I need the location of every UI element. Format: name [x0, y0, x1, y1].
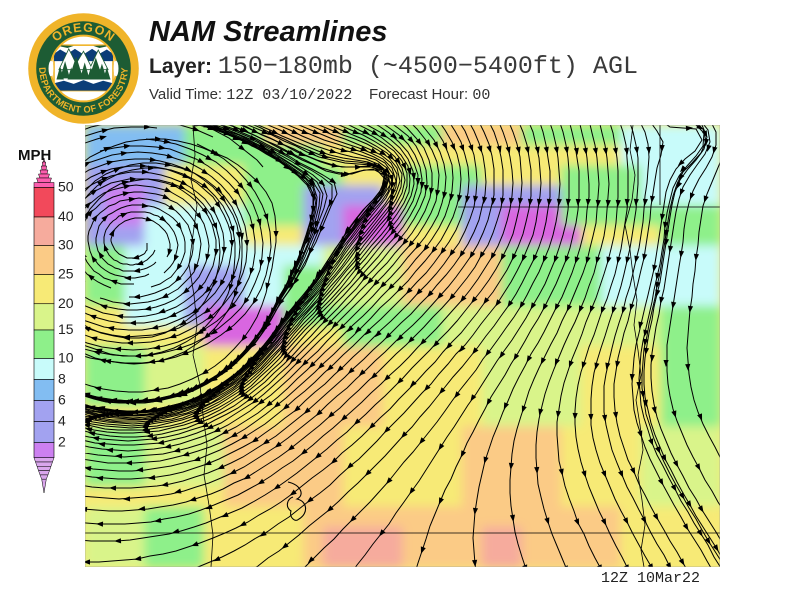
svg-text:50: 50 [58, 179, 74, 195]
svg-text:40: 40 [58, 208, 74, 224]
svg-text:30: 30 [58, 237, 74, 253]
svg-text:25: 25 [58, 266, 74, 282]
svg-text:2: 2 [58, 434, 66, 450]
svg-text:4: 4 [58, 413, 66, 429]
svg-text:15: 15 [58, 321, 74, 337]
svg-text:6: 6 [58, 392, 66, 408]
svg-text:8: 8 [58, 371, 66, 387]
svg-text:10: 10 [58, 350, 74, 366]
svg-text:20: 20 [58, 295, 74, 311]
